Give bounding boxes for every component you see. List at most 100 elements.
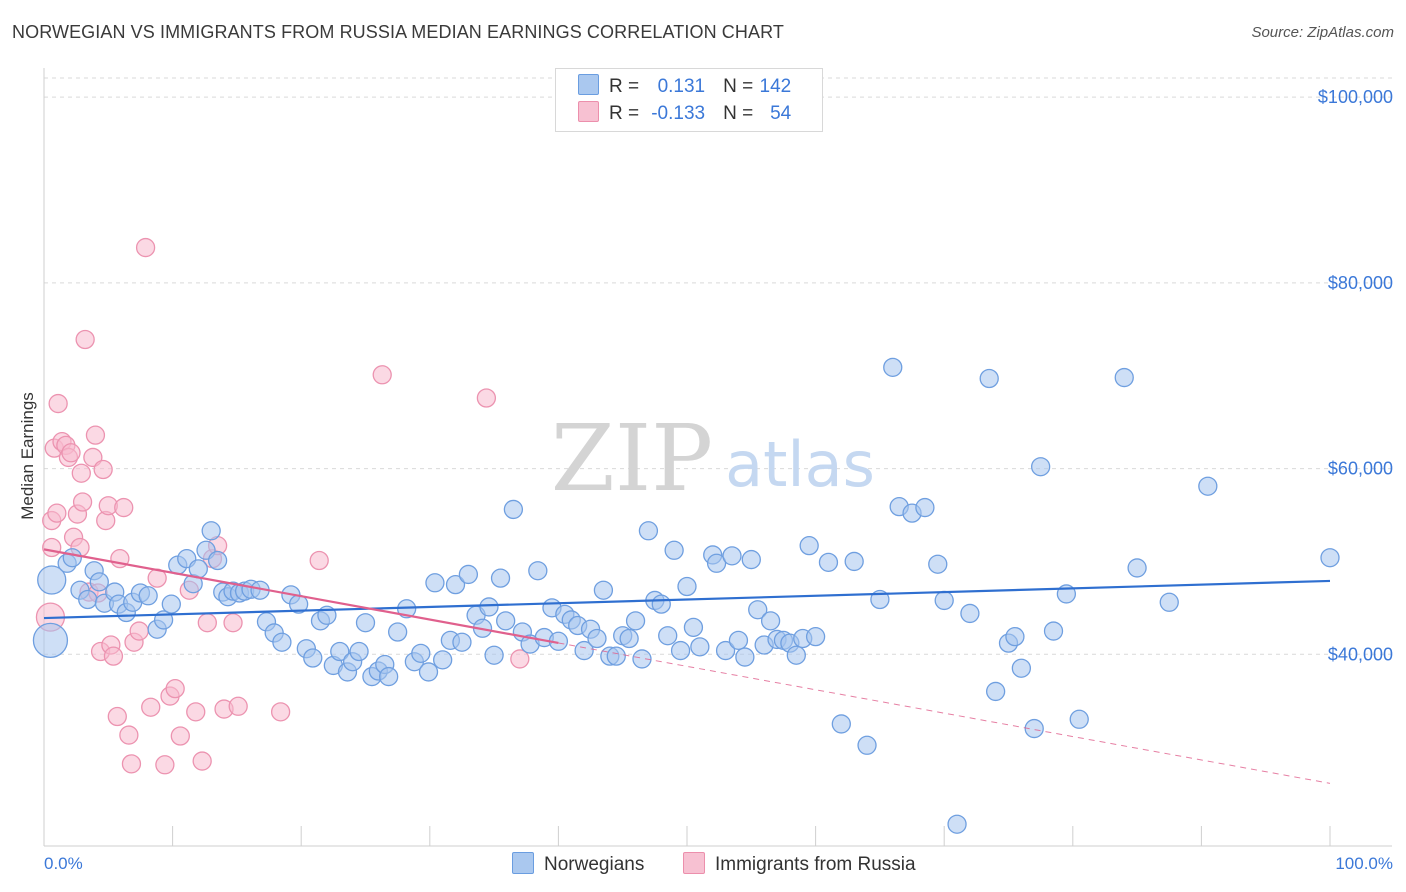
watermark-zip: ZIP (551, 405, 713, 512)
data-point (197, 613, 217, 633)
data-point (632, 649, 652, 669)
legend-r-value: 0.131 (657, 76, 706, 97)
data-point (119, 725, 139, 745)
data-point (129, 621, 149, 641)
bottom-legend-immigrants: Immigrants from Russia (683, 852, 916, 876)
data-point (741, 549, 761, 570)
data-point (883, 357, 903, 378)
data-point (510, 649, 530, 669)
legend-n-value: 54 (770, 103, 792, 124)
data-point (593, 580, 614, 600)
data-point (664, 540, 684, 560)
data-point (722, 546, 742, 566)
data-point (683, 617, 704, 638)
trendline-immigrants-dashed (558, 642, 1331, 784)
data-point (985, 681, 1006, 702)
data-point (658, 626, 678, 646)
data-point (272, 632, 292, 652)
data-point (715, 640, 736, 661)
data-point (228, 696, 248, 716)
data-point (355, 613, 376, 633)
trendline-immigrants-solid (43, 548, 559, 645)
data-point (418, 662, 439, 682)
data-point (188, 559, 208, 579)
data-point (748, 600, 768, 620)
data-point (85, 425, 106, 445)
data-point (1159, 592, 1179, 612)
data-point (844, 551, 864, 572)
data-point (207, 550, 228, 571)
data-point (72, 492, 93, 512)
data-point (138, 586, 158, 606)
legend-r-value: -0.133 (651, 103, 706, 124)
data-point (303, 648, 323, 668)
data-point (625, 611, 646, 631)
data-point (619, 628, 639, 649)
legend-swatch-pink (578, 101, 599, 122)
data-point (32, 622, 69, 659)
data-point (670, 640, 691, 661)
data-point (1011, 658, 1032, 678)
data-point (201, 521, 221, 541)
y-axis-title: Median Earnings (18, 392, 37, 520)
data-point (78, 589, 98, 610)
y-tick-label: $40,000 (1328, 644, 1393, 664)
legend-r-label: R = (609, 103, 640, 124)
source-label: Source: ZipAtlas.com (1251, 24, 1394, 41)
data-point (452, 632, 472, 652)
data-point (1320, 548, 1340, 568)
data-point (503, 499, 524, 520)
data-point (1114, 367, 1134, 388)
data-point (1024, 718, 1044, 739)
x-tick-label: 100.0% (1335, 854, 1393, 873)
data-point (71, 463, 91, 483)
legend-n-value: 142 (759, 76, 792, 97)
data-point (349, 641, 369, 662)
data-point (606, 646, 626, 666)
data-point (330, 641, 350, 662)
data-point (1005, 626, 1025, 647)
data-point (1198, 476, 1218, 496)
bottom-legend-label: Norwegians (544, 854, 645, 875)
trendline-norwegians (43, 579, 1331, 620)
data-point (484, 645, 504, 665)
data-point (165, 678, 185, 699)
data-point (476, 388, 497, 408)
legend-row-norwegians: R = 0.131 N = 142 (578, 74, 791, 100)
data-point (75, 329, 95, 350)
legend-row-immigrants: R = -0.133 N = 54 (578, 101, 791, 127)
data-point (270, 702, 291, 722)
data-point (857, 735, 877, 755)
data-point (928, 554, 948, 574)
data-point (47, 503, 67, 523)
data-point (186, 702, 206, 722)
data-point (61, 443, 81, 463)
data-point (799, 535, 819, 556)
data-point (170, 726, 190, 746)
x-tick-label: 0.0% (44, 854, 83, 873)
legend-n-label: N = (723, 103, 754, 124)
data-point (141, 697, 161, 717)
data-point (1127, 558, 1147, 578)
data-point (223, 613, 243, 633)
data-point (445, 574, 466, 595)
data-point (433, 650, 453, 670)
data-point (728, 630, 749, 651)
chart-title: NORWEGIAN VS IMMIGRANTS FROM RUSSIA MEDI… (12, 22, 784, 42)
data-point (42, 537, 62, 558)
data-point (107, 706, 127, 727)
y-tick-label: $100,000 (1318, 87, 1393, 107)
data-point (496, 611, 516, 631)
data-point (309, 550, 329, 571)
data-point (706, 553, 727, 573)
data-point (93, 459, 113, 480)
data-point (960, 603, 980, 624)
correlation-legend: R = 0.131 N = 142 R = -0.133 N = 54 (555, 68, 823, 132)
legend-n-label: N = (723, 76, 754, 97)
data-point (1069, 709, 1089, 729)
data-point (387, 622, 408, 642)
data-point (48, 393, 68, 414)
watermark: ZIP atlas (551, 405, 875, 512)
data-point (135, 237, 156, 258)
